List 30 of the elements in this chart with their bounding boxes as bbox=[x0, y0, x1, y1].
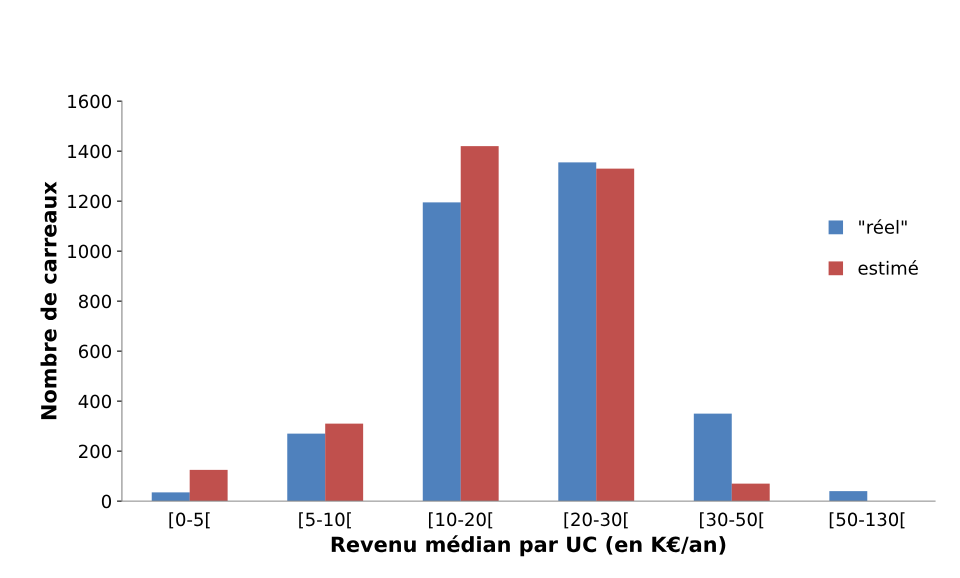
bar bbox=[287, 434, 326, 502]
bar bbox=[732, 484, 770, 502]
x-tick-label: [20-30[ bbox=[564, 512, 628, 528]
bar bbox=[422, 202, 461, 502]
y-tick-label: 0 bbox=[102, 494, 111, 508]
y-tick-label: 600 bbox=[78, 344, 111, 358]
y-tick-label: 800 bbox=[78, 294, 111, 308]
bar bbox=[325, 424, 364, 502]
x-tick-label: [30-50[ bbox=[700, 512, 764, 528]
bar bbox=[694, 414, 732, 502]
y-tick-label: 1400 bbox=[68, 144, 111, 158]
bar bbox=[152, 492, 190, 502]
legend-label: "réel" bbox=[859, 219, 907, 234]
x-axis-title: Revenu médian par UC (en K€/an) bbox=[332, 535, 726, 556]
y-tick-label: 400 bbox=[78, 394, 111, 408]
bar bbox=[190, 470, 228, 502]
legend-label: estimé bbox=[858, 260, 918, 275]
bar bbox=[558, 162, 596, 502]
bar bbox=[460, 146, 499, 502]
bar bbox=[596, 168, 634, 502]
x-tick-label: [50-130[ bbox=[830, 512, 905, 528]
x-tick-label: [0-5[ bbox=[169, 512, 210, 528]
y-tick-label: 1600 bbox=[68, 94, 111, 108]
x-tick-label: [10-20[ bbox=[428, 512, 492, 528]
y-tick-label: 1200 bbox=[68, 194, 111, 208]
y-tick-label: 200 bbox=[79, 444, 111, 458]
y-axis-title: Nombre de carreaux bbox=[40, 182, 57, 420]
y-tick-label: 1000 bbox=[68, 244, 111, 258]
bar bbox=[829, 491, 868, 502]
x-tick-label: [5-10[ bbox=[299, 512, 351, 528]
